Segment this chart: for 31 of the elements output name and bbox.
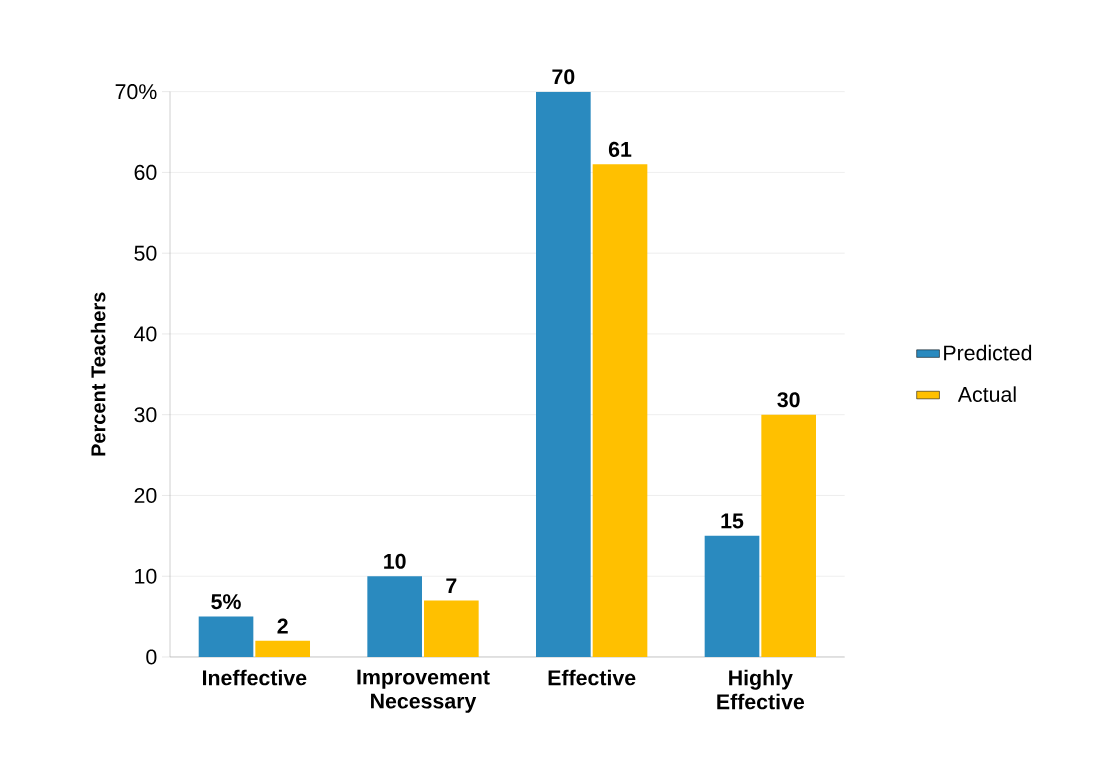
y-tick-label: 70%	[115, 84, 157, 100]
data-label: 7	[446, 578, 457, 594]
data-label: 10	[384, 553, 406, 569]
bar	[704, 535, 760, 657]
y-tick-label: 50	[134, 245, 157, 261]
x-tick-label: Improvement Necessary	[357, 669, 490, 713]
x-tick-label: Ineffective	[203, 669, 307, 686]
legend-label: Predicted	[944, 344, 1032, 361]
y-tick-label: 10	[135, 568, 157, 584]
bar	[592, 164, 648, 657]
data-label: 5%	[211, 594, 241, 610]
y-tick-label: 30	[134, 407, 157, 423]
data-label: 15	[721, 513, 744, 529]
x-tick-label: Effective	[548, 669, 636, 686]
data-label: 70	[552, 69, 575, 85]
bar	[198, 616, 254, 657]
y-tick-label: 0	[146, 649, 157, 665]
data-label: 2	[277, 618, 288, 634]
bar	[761, 414, 817, 657]
bar	[367, 576, 423, 657]
bar	[255, 640, 311, 657]
x-tick-label: Highly Effective	[717, 669, 805, 710]
legend-label: Actual	[957, 386, 1016, 402]
y-tick-label: 40	[134, 326, 157, 342]
bar	[536, 91, 591, 657]
bar	[424, 600, 479, 657]
y-axis-title: Percent Teachers	[90, 292, 106, 456]
y-tick-label: 20	[134, 487, 157, 504]
data-label: 61	[608, 141, 632, 157]
y-tick-label: 60	[134, 164, 157, 180]
data-label: 30	[777, 392, 800, 408]
